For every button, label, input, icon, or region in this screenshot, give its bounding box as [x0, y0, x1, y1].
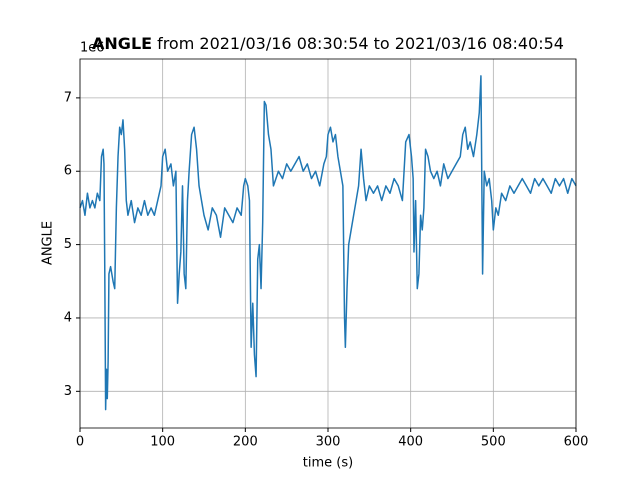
- y-tick-label: 3: [64, 384, 72, 399]
- axes-frame: [79, 58, 577, 429]
- y-tick-label: 6: [64, 164, 72, 179]
- title-bold: ANGLE: [92, 34, 152, 53]
- chart-title: ANGLE from 2021/03/16 08:30:54 to 2021/03…: [92, 34, 564, 53]
- x-tick-label: 100: [150, 435, 175, 450]
- offset-label: 1e6: [80, 41, 105, 56]
- x-tick-label: 200: [233, 435, 258, 450]
- x-tick-label: 300: [316, 435, 341, 450]
- title-rest: from 2021/03/16 08:30:54 to 2021/03/16 0…: [157, 34, 564, 53]
- x-tick-label: 500: [481, 435, 506, 450]
- y-tick-label: 5: [64, 237, 72, 252]
- y-tick-label: 4: [64, 310, 72, 325]
- x-tick-label: 0: [76, 435, 84, 450]
- x-axis-label: time (s): [303, 456, 353, 471]
- x-tick-label: 600: [564, 435, 589, 450]
- x-tick-label: 400: [398, 435, 423, 450]
- y-tick-label: 7: [64, 90, 72, 105]
- y-axis-label: ANGLE: [41, 221, 56, 265]
- data-line: [79, 75, 577, 411]
